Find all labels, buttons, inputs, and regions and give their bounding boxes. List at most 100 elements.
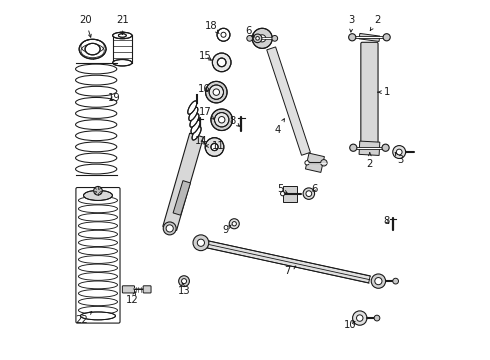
Text: 3: 3 [349, 15, 355, 32]
Ellipse shape [75, 131, 117, 141]
Text: 17: 17 [199, 107, 215, 120]
Polygon shape [283, 186, 297, 202]
Text: 19: 19 [108, 93, 121, 103]
Circle shape [211, 109, 232, 131]
Text: 12: 12 [125, 292, 138, 305]
Polygon shape [173, 181, 191, 215]
Circle shape [166, 225, 173, 232]
Polygon shape [163, 133, 203, 230]
Text: 8: 8 [384, 216, 390, 226]
Text: 1: 1 [378, 87, 390, 97]
Text: 5: 5 [277, 184, 287, 194]
Ellipse shape [190, 114, 199, 127]
Circle shape [320, 159, 327, 166]
Ellipse shape [75, 75, 117, 85]
Circle shape [213, 89, 220, 95]
Circle shape [353, 311, 367, 325]
Circle shape [306, 191, 312, 197]
Circle shape [181, 279, 187, 284]
Circle shape [247, 36, 252, 41]
Circle shape [205, 81, 227, 103]
Ellipse shape [75, 109, 117, 118]
Circle shape [217, 28, 230, 41]
Text: 2: 2 [367, 153, 373, 169]
Circle shape [218, 58, 226, 67]
Polygon shape [207, 241, 370, 283]
Circle shape [357, 315, 363, 321]
Text: 14: 14 [195, 136, 208, 145]
Text: 13: 13 [178, 283, 190, 296]
Ellipse shape [79, 39, 106, 59]
Ellipse shape [113, 59, 132, 66]
Text: 8: 8 [229, 116, 240, 126]
Ellipse shape [189, 107, 198, 121]
Text: 11: 11 [206, 141, 224, 151]
Ellipse shape [191, 120, 200, 134]
Circle shape [374, 315, 380, 321]
Circle shape [179, 276, 190, 287]
Ellipse shape [75, 98, 117, 107]
Text: 16: 16 [197, 84, 210, 94]
Circle shape [393, 278, 398, 284]
Circle shape [280, 192, 285, 196]
Ellipse shape [75, 64, 117, 74]
Text: 2: 2 [370, 15, 380, 31]
Text: 9: 9 [222, 225, 231, 235]
Circle shape [305, 161, 309, 165]
Text: 7: 7 [284, 266, 296, 276]
Ellipse shape [119, 34, 126, 37]
Ellipse shape [75, 153, 117, 163]
Polygon shape [305, 153, 324, 172]
FancyBboxPatch shape [76, 188, 120, 323]
Ellipse shape [75, 86, 117, 96]
Circle shape [163, 222, 176, 235]
Circle shape [211, 143, 218, 150]
Circle shape [252, 28, 272, 48]
Circle shape [94, 186, 102, 195]
Circle shape [197, 239, 204, 246]
Circle shape [371, 274, 386, 288]
Text: 21: 21 [116, 15, 129, 35]
Text: 3: 3 [395, 152, 403, 165]
Circle shape [232, 222, 236, 226]
Text: 6: 6 [245, 26, 254, 37]
Circle shape [215, 113, 229, 127]
Circle shape [375, 278, 382, 285]
Text: 6: 6 [312, 184, 318, 194]
Circle shape [193, 235, 209, 251]
Circle shape [205, 138, 224, 156]
Circle shape [209, 85, 223, 99]
Polygon shape [359, 33, 380, 41]
Ellipse shape [75, 120, 117, 130]
Circle shape [383, 34, 390, 41]
Text: 10: 10 [344, 320, 356, 330]
Circle shape [393, 145, 406, 158]
Circle shape [396, 149, 402, 155]
Circle shape [253, 34, 262, 42]
Circle shape [349, 34, 356, 41]
Ellipse shape [113, 32, 132, 39]
Circle shape [382, 144, 389, 151]
Circle shape [303, 188, 315, 199]
Ellipse shape [75, 142, 117, 152]
Circle shape [212, 53, 231, 72]
Circle shape [350, 144, 357, 151]
Ellipse shape [83, 190, 112, 201]
Text: 20: 20 [79, 15, 92, 37]
Circle shape [272, 36, 278, 41]
Ellipse shape [192, 127, 201, 140]
Text: 4: 4 [275, 119, 284, 135]
FancyBboxPatch shape [361, 42, 378, 143]
FancyBboxPatch shape [143, 286, 151, 293]
Circle shape [259, 35, 266, 42]
Ellipse shape [80, 312, 116, 320]
Ellipse shape [75, 164, 117, 174]
FancyBboxPatch shape [122, 286, 135, 293]
Polygon shape [359, 141, 380, 156]
Ellipse shape [85, 43, 100, 55]
Circle shape [219, 117, 225, 123]
Polygon shape [267, 47, 310, 155]
Text: 15: 15 [199, 51, 212, 61]
Circle shape [229, 219, 239, 229]
Circle shape [256, 37, 259, 40]
